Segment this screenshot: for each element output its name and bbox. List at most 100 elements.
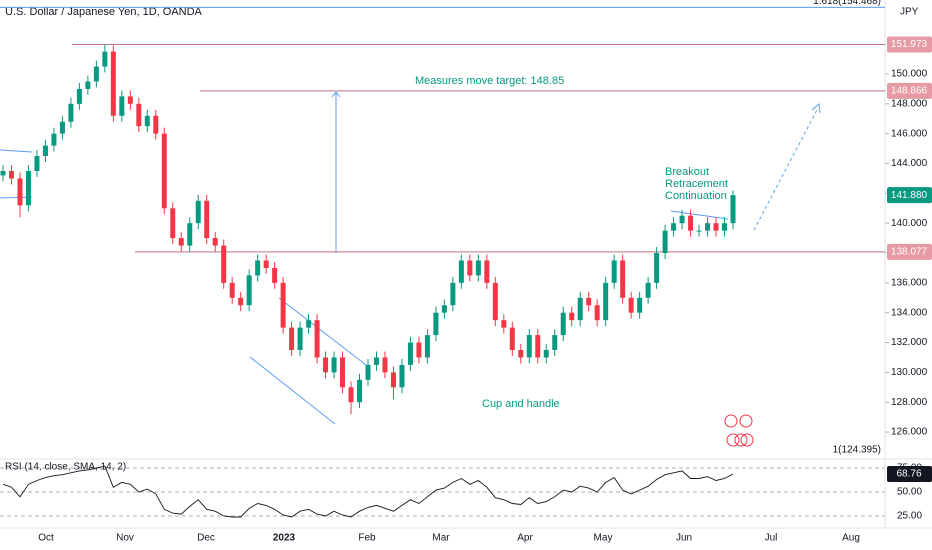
x-tick-label: Dec	[197, 533, 215, 544]
candle-body	[0, 170, 6, 176]
candle-body	[441, 305, 447, 313]
x-tick-label: Mar	[432, 533, 450, 544]
annotation: Measures move target: 148.85	[415, 75, 564, 87]
candle-body	[255, 260, 261, 276]
candle-body	[178, 238, 184, 246]
last-price-label: 141.880	[891, 190, 928, 201]
event-icon	[734, 433, 748, 447]
event-icon	[724, 414, 738, 428]
candle-body	[280, 282, 286, 328]
x-tick-label: May	[594, 533, 613, 544]
candle-body	[289, 327, 295, 350]
candle-body	[348, 387, 354, 403]
candle-body	[263, 260, 269, 268]
y-tick-label: 126.000	[891, 427, 928, 438]
candle-body	[645, 282, 651, 298]
candle-body	[501, 320, 507, 328]
annotation: Retracement	[665, 178, 728, 190]
candle-body	[331, 357, 337, 373]
candle-body	[569, 312, 575, 321]
x-tick-label: Jul	[765, 533, 778, 544]
candle-body	[688, 215, 694, 231]
candle-body	[204, 200, 210, 239]
y-tick-label: 132.000	[891, 337, 928, 348]
candle-body	[560, 312, 566, 336]
candle-body	[238, 297, 244, 306]
candle-body	[127, 96, 133, 104]
x-tick-label: Aug	[842, 533, 860, 544]
candle-body	[85, 81, 91, 89]
candle-body	[577, 297, 583, 321]
candle-body	[93, 66, 99, 82]
candle-body	[51, 133, 57, 146]
candle-body	[390, 372, 396, 388]
candle-body	[407, 342, 413, 365]
price-badge-label: 148.866	[891, 86, 928, 97]
candle-body	[526, 335, 532, 358]
handle-line	[670, 210, 729, 220]
candle-body	[620, 260, 626, 298]
y-tick-label: 140.000	[891, 218, 928, 229]
x-tick-label: Jun	[676, 533, 692, 544]
event-icon	[739, 414, 753, 428]
candle-body	[195, 200, 201, 224]
candle-body	[424, 335, 430, 358]
x-tick-label: Apr	[517, 533, 533, 544]
price-badge	[887, 82, 932, 99]
candle-body	[552, 335, 558, 350]
candle-body	[713, 223, 719, 231]
y-tick-label: 134.000	[891, 307, 928, 318]
candle-body	[76, 88, 82, 104]
y-tick-label: 130.000	[891, 367, 928, 378]
x-tick-label: 2023	[273, 533, 296, 544]
annotation: Breakout	[665, 166, 709, 178]
candle-body	[509, 327, 515, 350]
candle-body	[671, 223, 677, 231]
candle-body	[705, 223, 711, 231]
candle-body	[594, 305, 600, 321]
candle-body	[543, 349, 549, 358]
candle-body	[306, 320, 312, 328]
candle-body	[221, 245, 227, 283]
y-tick-label: 136.000	[891, 277, 928, 288]
candle-body	[637, 297, 643, 313]
candle-body	[25, 170, 31, 206]
candle-body	[611, 260, 617, 283]
candle-body	[628, 297, 634, 313]
candle-body	[730, 195, 736, 224]
candle-body	[323, 357, 329, 373]
candle-body	[586, 297, 592, 306]
candle-body	[187, 223, 193, 246]
candle-body	[68, 103, 74, 122]
rsi-badge-label: 68.76	[896, 469, 921, 480]
y-tick-label: 148.000	[891, 98, 928, 109]
candle-body	[161, 133, 167, 209]
candle-body	[136, 103, 142, 127]
x-tick-label: Feb	[358, 533, 376, 544]
measure-arrow	[331, 91, 341, 98]
annotation: Cup and handle	[482, 398, 560, 410]
candle-body	[433, 312, 439, 336]
candle-body	[679, 215, 685, 224]
projection-arrow-head	[811, 103, 821, 114]
candle-body	[42, 145, 48, 157]
rsi-label: RSI (14, close, SMA, 14, 2)	[5, 462, 126, 473]
candle-body	[603, 282, 609, 321]
event-icon	[740, 433, 754, 447]
candle-body	[365, 364, 371, 380]
channel-line	[249, 356, 336, 425]
rsi-tick-label: 50.00	[897, 487, 922, 498]
candle-body	[518, 349, 524, 358]
candle-body	[373, 357, 379, 365]
x-tick-label: Oct	[38, 533, 54, 544]
rsi-line	[2, 465, 734, 518]
candle-body	[416, 342, 422, 358]
candle-body	[170, 208, 176, 239]
candle-body	[34, 156, 40, 171]
candle-body	[535, 335, 541, 358]
candle-body	[399, 364, 405, 388]
y-tick-label: 150.000	[891, 69, 928, 80]
price-badge-label: 138.077	[891, 247, 928, 258]
candle-body	[662, 230, 668, 254]
currency-label: JPY	[900, 7, 919, 18]
